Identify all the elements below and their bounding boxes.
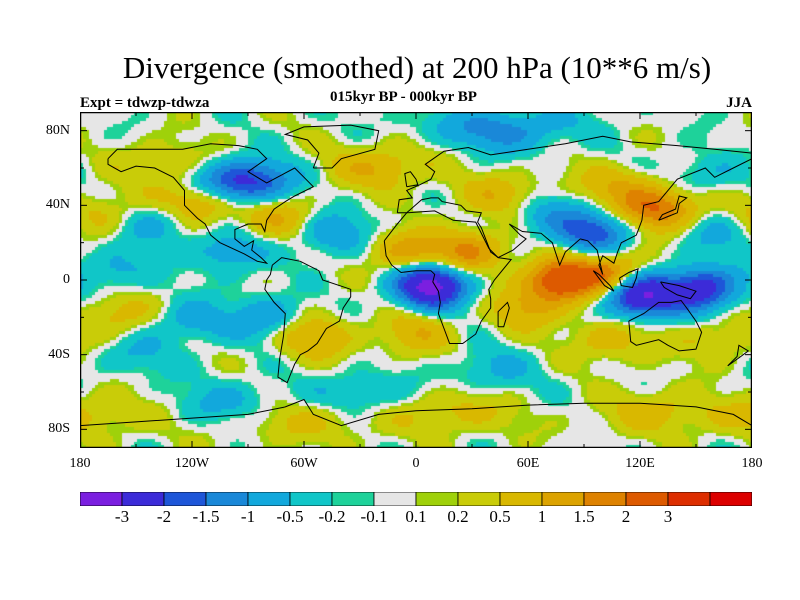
lat-tick-label: 80S bbox=[48, 421, 70, 437]
colorbar-label: -0.2 bbox=[318, 507, 346, 526]
coastline bbox=[628, 299, 703, 352]
colorbar-label: -0.5 bbox=[276, 507, 304, 526]
colorbar-swatch bbox=[541, 492, 585, 506]
colorbar-swatch bbox=[583, 492, 627, 506]
lat-tick-label: 80N bbox=[45, 122, 70, 138]
colorbar-swatch bbox=[373, 492, 417, 506]
season-label: JJA bbox=[726, 95, 752, 111]
lon-tick-label: 180 bbox=[741, 456, 763, 471]
coastline bbox=[283, 124, 380, 169]
chart-title: Divergence (smoothed) at 200 hPa (10**6 … bbox=[122, 50, 712, 85]
colorbar-swatch bbox=[121, 492, 165, 506]
divergence-map bbox=[80, 112, 752, 448]
map-border bbox=[80, 112, 752, 448]
lon-tick-label: 60E bbox=[516, 456, 540, 471]
coastline bbox=[592, 270, 615, 292]
coastline bbox=[658, 195, 688, 221]
colorbar-label: 1 bbox=[537, 507, 547, 526]
map-frame bbox=[80, 112, 752, 448]
colorbar-label: 0.2 bbox=[447, 507, 469, 526]
colorbar-swatch bbox=[163, 492, 207, 506]
colorbar-swatch bbox=[415, 492, 459, 506]
lon-tick-label: 180 bbox=[69, 456, 91, 471]
colorbar-label: -1.5 bbox=[192, 507, 220, 526]
coastline bbox=[619, 267, 639, 289]
colorbar-swatch bbox=[457, 492, 501, 506]
coastline bbox=[396, 135, 752, 275]
experiment-label: Expt = tdwzp-tdwza bbox=[80, 95, 210, 111]
colorbar-label: 2 bbox=[621, 507, 631, 526]
coastline bbox=[383, 210, 513, 344]
colorbar bbox=[80, 492, 752, 506]
colorbar-label: -3 bbox=[114, 507, 130, 526]
colorbar-label: 3 bbox=[663, 507, 673, 526]
colorbar-label: 0.5 bbox=[489, 507, 511, 526]
lon-tick-label: 0 bbox=[412, 456, 420, 471]
coastline bbox=[80, 398, 752, 427]
colorbar-swatch bbox=[247, 492, 291, 506]
colorbar-swatch bbox=[667, 492, 711, 506]
coastline bbox=[660, 281, 697, 300]
lon-tick-label: 120W bbox=[174, 456, 210, 471]
colorbar-label: -2 bbox=[156, 507, 172, 526]
colorbar-swatch bbox=[499, 492, 543, 506]
colorbar-swatch bbox=[80, 492, 123, 506]
coastline bbox=[727, 344, 750, 367]
coastline bbox=[107, 143, 315, 265]
chart-subtitle: 015kyr BP - 000kyr BP bbox=[330, 89, 477, 105]
colorbar-label: -0.1 bbox=[360, 507, 388, 526]
colorbar-label: 1.5 bbox=[573, 507, 595, 526]
colorbar-swatch bbox=[331, 492, 375, 506]
colorbar-swatch bbox=[205, 492, 249, 506]
lat-tick-label: 40N bbox=[45, 197, 70, 213]
colorbar-label: -1 bbox=[240, 507, 256, 526]
lat-tick-label: 0 bbox=[63, 272, 70, 287]
coastline bbox=[264, 257, 352, 384]
lon-tick-label: 60W bbox=[290, 456, 318, 471]
coastline bbox=[497, 301, 510, 328]
lon-tick-label: 120E bbox=[625, 456, 655, 471]
colorbar-swatch bbox=[625, 492, 669, 506]
lat-tick-label: 40S bbox=[48, 346, 70, 362]
coastline bbox=[404, 171, 419, 188]
colorbar-label: 0.1 bbox=[405, 507, 427, 526]
colorbar-swatch bbox=[289, 492, 333, 506]
colorbar-swatch bbox=[709, 492, 752, 506]
